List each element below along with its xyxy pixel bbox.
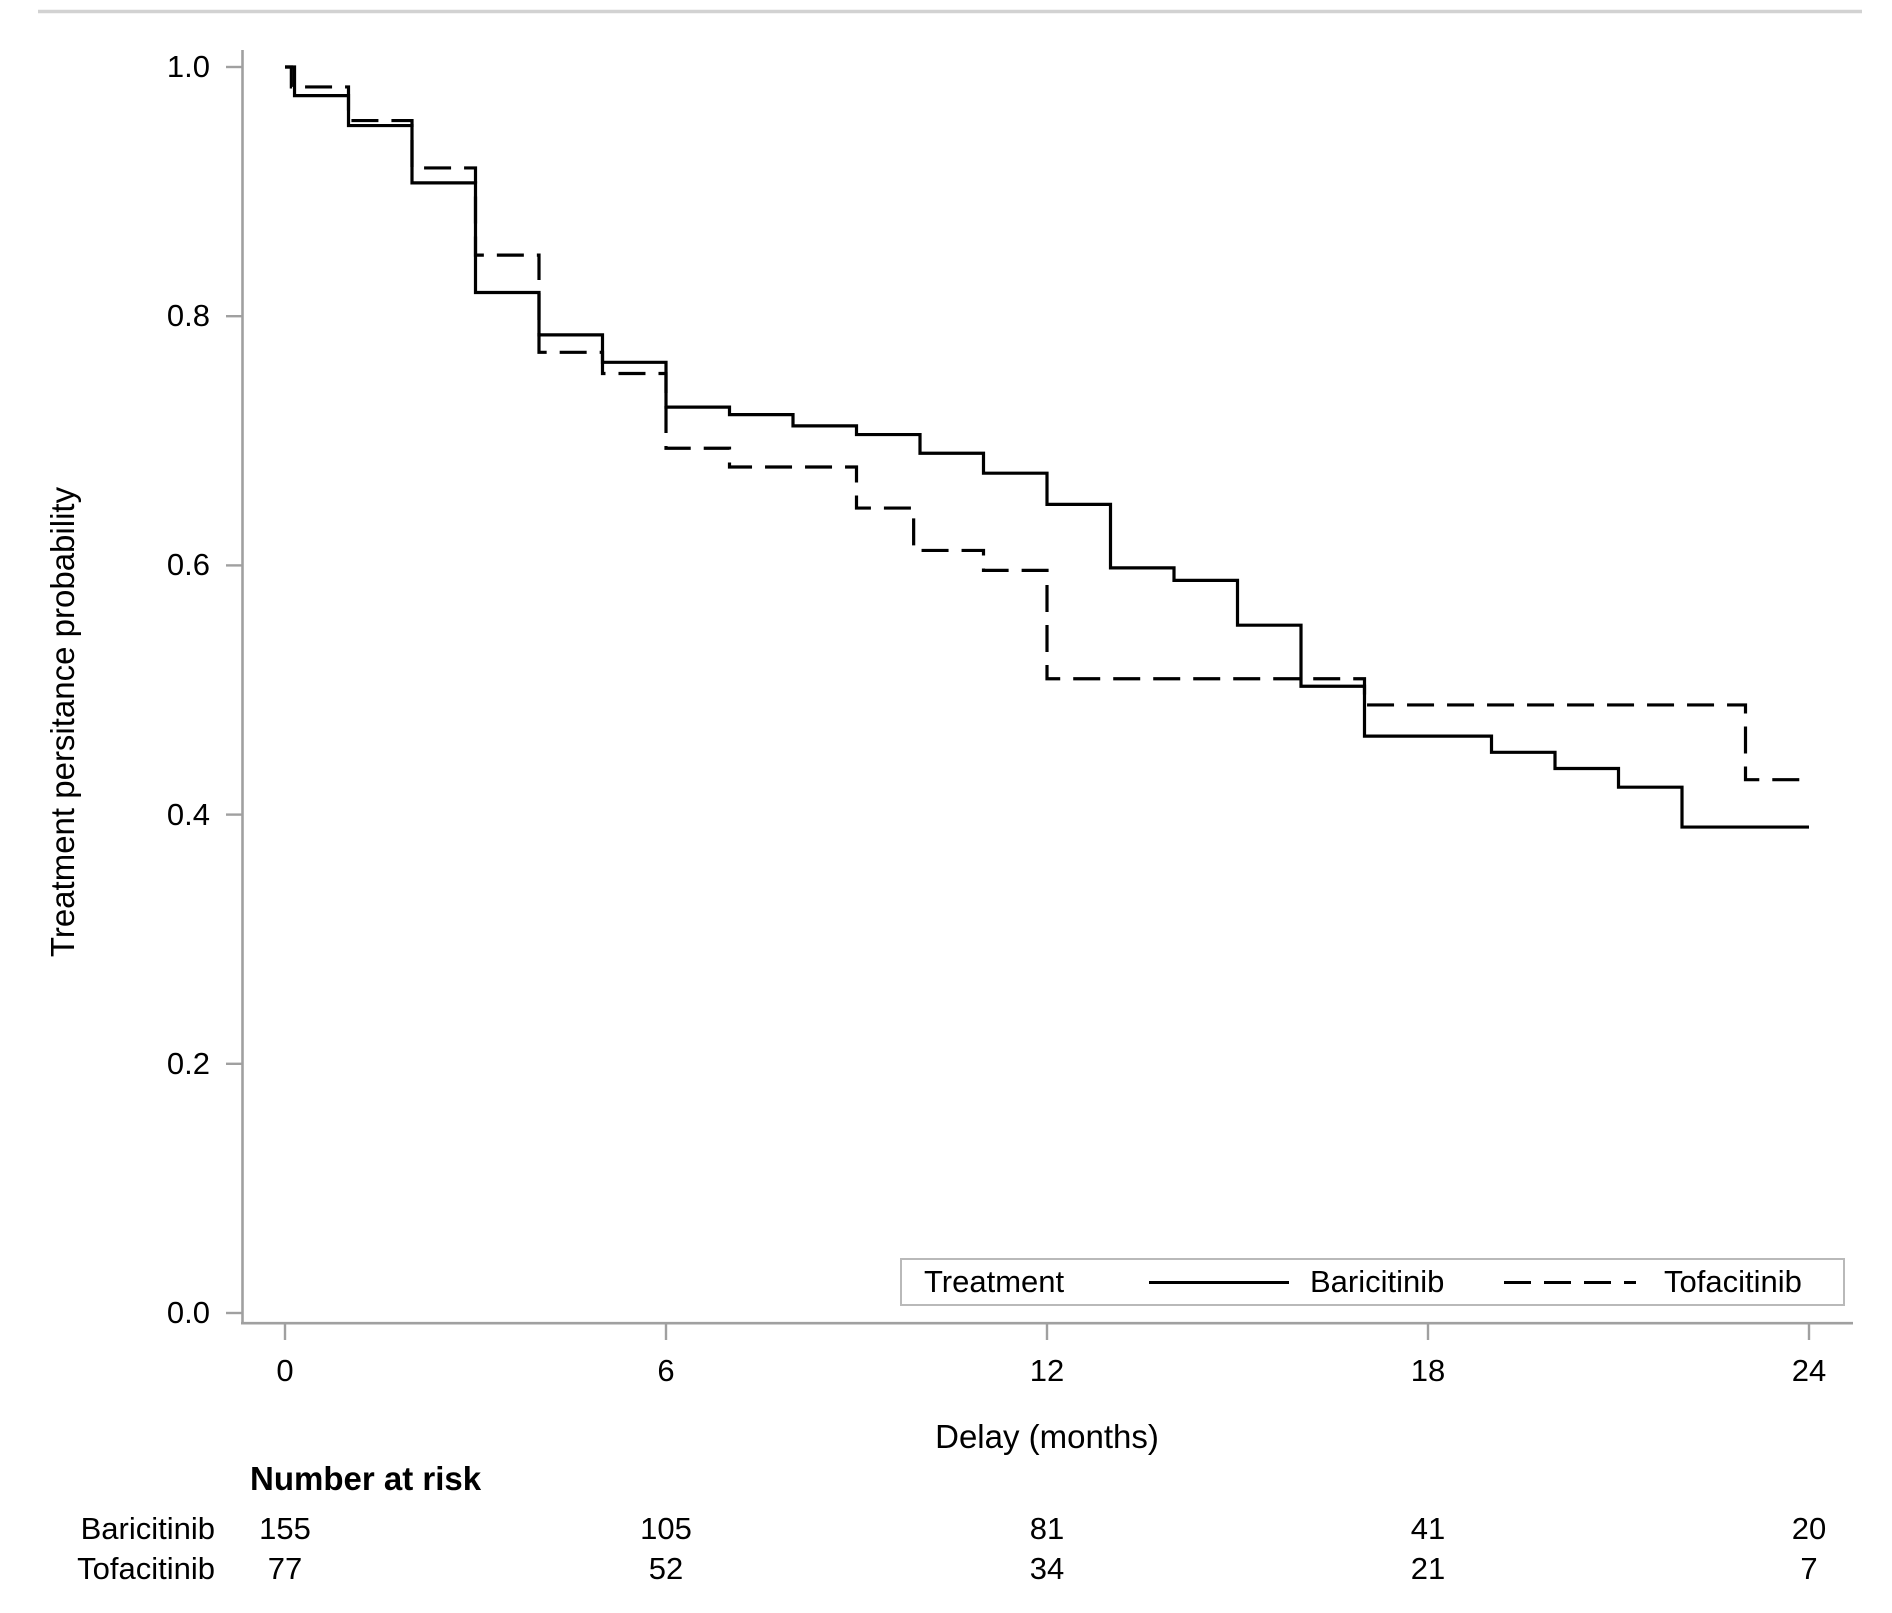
x-axis-title: Delay (months) <box>935 1418 1159 1455</box>
y-tick-label: 0.0 <box>166 1295 210 1330</box>
y-tick-label: 0.4 <box>166 797 210 832</box>
risk-value: 34 <box>1029 1551 1065 1586</box>
y-axis-title: Treatment persitance probability <box>44 486 81 958</box>
y-tick-label: 0.8 <box>166 298 210 333</box>
y-tick-label: 0.6 <box>166 547 210 582</box>
x-tick-label: 24 <box>1791 1353 1827 1388</box>
x-tick-label: 6 <box>657 1353 675 1388</box>
y-tick-label: 0.2 <box>166 1046 210 1081</box>
x-tick-label: 0 <box>276 1353 294 1388</box>
legend: Treatment Baricitinib Tofacitinib <box>900 1258 1845 1306</box>
risk-value: 77 <box>267 1551 303 1586</box>
risk-value: 7 <box>1800 1551 1818 1586</box>
x-tick-label: 18 <box>1410 1353 1446 1388</box>
solid-line-sample-icon <box>1149 1281 1289 1284</box>
risk-value: 41 <box>1410 1511 1446 1546</box>
legend-entry-tofacitinib: Tofacitinib <box>1664 1264 1802 1299</box>
survival-curve-tofacitinib <box>285 65 1809 782</box>
risk-value: 20 <box>1791 1511 1827 1546</box>
risk-value: 155 <box>259 1511 311 1546</box>
risk-value: 21 <box>1410 1551 1446 1586</box>
risk-value: 81 <box>1029 1511 1065 1546</box>
legend-entry-baricitinib: Baricitinib <box>1310 1264 1445 1299</box>
dashed-line-sample-icon <box>1504 1281 1636 1284</box>
risk-value: 52 <box>648 1551 684 1586</box>
risk-row-label-tofacitinib: Tofacitinib <box>77 1551 215 1586</box>
survival-curve-baricitinib <box>285 65 1809 829</box>
risk-row-label-baricitinib: Baricitinib <box>80 1511 215 1546</box>
x-tick-label: 12 <box>1029 1353 1065 1388</box>
number-at-risk-heading: Number at risk <box>250 1460 482 1497</box>
y-tick-label: 1.0 <box>166 49 210 84</box>
legend-title: Treatment <box>924 1264 1065 1299</box>
risk-value: 105 <box>640 1511 692 1546</box>
